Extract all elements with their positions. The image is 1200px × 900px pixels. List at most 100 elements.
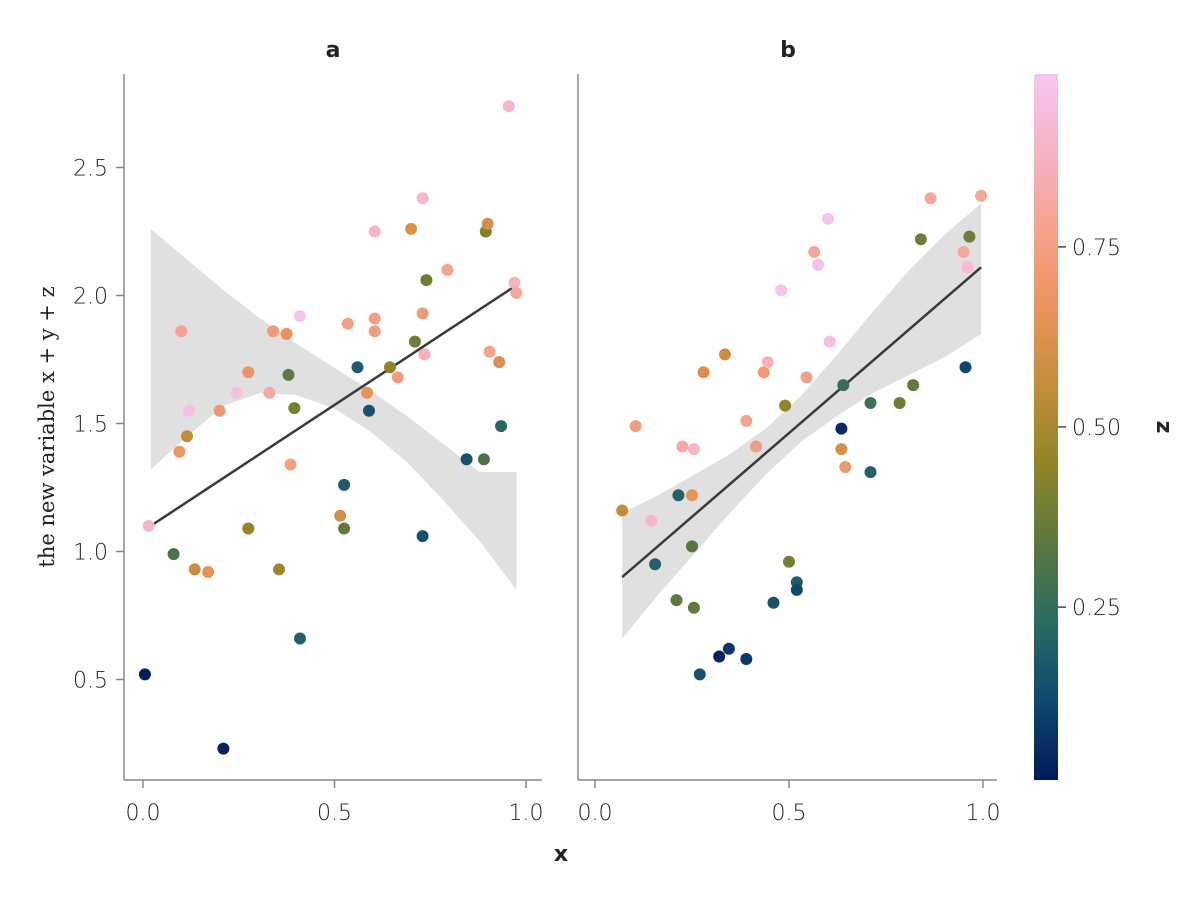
panel-a-data-point — [341, 317, 354, 330]
panel-b-data-point — [893, 397, 906, 409]
panel-b-data-point — [783, 555, 795, 568]
panel-a-data-point — [368, 325, 381, 338]
panel-b-data-point — [800, 371, 813, 384]
panel-b-data-point — [907, 379, 920, 392]
y-tick-label: 1.0 — [73, 541, 108, 566]
panel-a-data-point — [288, 402, 301, 415]
panel-b-data-point — [835, 443, 848, 456]
panel-a-data-point — [213, 404, 226, 417]
panel-b-data-point — [775, 284, 788, 297]
panel-a-data-point — [351, 361, 364, 374]
panel-b-data-point — [670, 594, 683, 607]
x-tick-label: 0.0 — [126, 801, 161, 826]
panel-a-data-point — [502, 100, 515, 113]
panel-b-data-point — [693, 668, 706, 681]
panel-a-data-point — [508, 276, 521, 289]
panel-b-data-point — [864, 466, 877, 479]
y-tick-label: 1.5 — [73, 413, 108, 438]
panel-b-data-point — [740, 653, 753, 665]
panel-b-data-point — [686, 540, 698, 553]
panel-b-data-point — [914, 233, 927, 246]
y-tick-label: 2.5 — [73, 157, 108, 182]
panel-a-data-point — [441, 263, 454, 276]
panel-b-data-point — [957, 246, 970, 258]
panel-a-data-point — [294, 632, 306, 645]
x-tick-label: 0.5 — [317, 801, 352, 826]
panel-a-data-point — [483, 345, 496, 358]
panel-a-data-point — [495, 420, 508, 433]
panel-a-data-point — [368, 225, 381, 238]
panel-b-data-point — [821, 212, 834, 225]
panel-a-data-point — [477, 453, 490, 466]
colorbar-tick-label: 0.75 — [1072, 236, 1121, 261]
panel-b-data-point — [959, 361, 972, 374]
panel-b-data-point — [686, 489, 698, 502]
panel-a-data-point — [363, 404, 375, 417]
panel-b-data-point — [761, 356, 774, 369]
panel-b-data-point — [812, 258, 825, 271]
panel-b-data-point — [750, 440, 762, 453]
panel-b-data-point — [837, 379, 850, 392]
panel-a-data-point — [384, 361, 396, 374]
panel-a-data-point — [142, 519, 155, 532]
panel-b: b 0.0 0.5 1.0 — [577, 38, 1001, 826]
x-axis-label: x — [554, 842, 568, 867]
panel-b-data-point — [835, 422, 848, 435]
panel-a-data-point — [202, 566, 215, 578]
panel-b-data-point — [924, 192, 937, 205]
panel-b-data-point — [767, 596, 780, 609]
panel-a-data-point — [416, 307, 429, 320]
panel-a-data-point — [188, 563, 201, 576]
panel-a-data-point — [294, 310, 306, 322]
panel-b-data-point — [790, 583, 803, 596]
colorbar-label: z — [1151, 421, 1176, 434]
x-tick-label: 0.0 — [578, 801, 613, 826]
panel-a-data-point — [408, 335, 421, 348]
panel-b-data-point — [961, 261, 974, 274]
panel-a: a 0.0 0.5 1.0 0.5 1.0 1.5 2.0 2.5 — [73, 38, 544, 826]
colorbar-tick-label: 0.25 — [1072, 596, 1121, 621]
colorbar: 0.25 0.50 0.75 z — [1034, 74, 1176, 780]
panel-a-data-point — [183, 404, 195, 417]
y-axis-label: the new variable x + y + z — [35, 286, 59, 567]
panel-b-data-point — [697, 366, 710, 379]
panel-b-data-point — [672, 489, 685, 502]
panel-b-data-point — [823, 335, 836, 348]
y-tick-label: 2.0 — [73, 285, 108, 310]
panel-b-data-point — [963, 230, 976, 243]
panel-a-data-point — [416, 530, 429, 543]
panel-b-data-point — [839, 461, 852, 473]
panel-a-data-point — [181, 430, 193, 443]
panel-a-data-point — [368, 312, 381, 325]
panel-b-data-point — [722, 642, 735, 655]
panel-a-data-point — [391, 371, 404, 384]
panel-b-data-point — [719, 348, 731, 361]
panel-a-data-point — [284, 458, 297, 471]
panel-a-data-point — [334, 509, 347, 522]
panel-a-data-point — [242, 366, 255, 379]
panel-b-data-point — [687, 601, 700, 614]
panel-a-data-point — [273, 563, 285, 576]
panel-a-regression-line — [149, 284, 518, 527]
panel-b-data-point — [629, 420, 642, 433]
panel-a-data-point — [460, 453, 473, 466]
panel-b-regression-line — [621, 266, 982, 579]
panel-a-data-point — [338, 478, 351, 491]
panel-a-confidence-band — [150, 228, 517, 590]
panel-a-data-point — [420, 274, 433, 287]
colorbar-tick-label: 0.50 — [1072, 416, 1121, 441]
panel-a-data-point — [338, 522, 351, 535]
panel-b-data-point — [864, 397, 877, 409]
panel-a-data-point — [230, 386, 243, 399]
panel-a-data-point — [267, 325, 280, 338]
colorbar-gradient — [1034, 74, 1058, 780]
panel-a-data-point — [175, 325, 188, 338]
panel-a-data-point — [282, 368, 295, 381]
panel-a-data-point — [416, 192, 429, 205]
panel-b-data-point — [779, 399, 792, 412]
panel-a-title: a — [326, 38, 341, 63]
panel-b-data-point — [649, 558, 662, 571]
panel-a-data-point — [361, 386, 374, 399]
panel-b-data-point — [676, 440, 689, 453]
panel-a-data-point — [280, 327, 293, 340]
